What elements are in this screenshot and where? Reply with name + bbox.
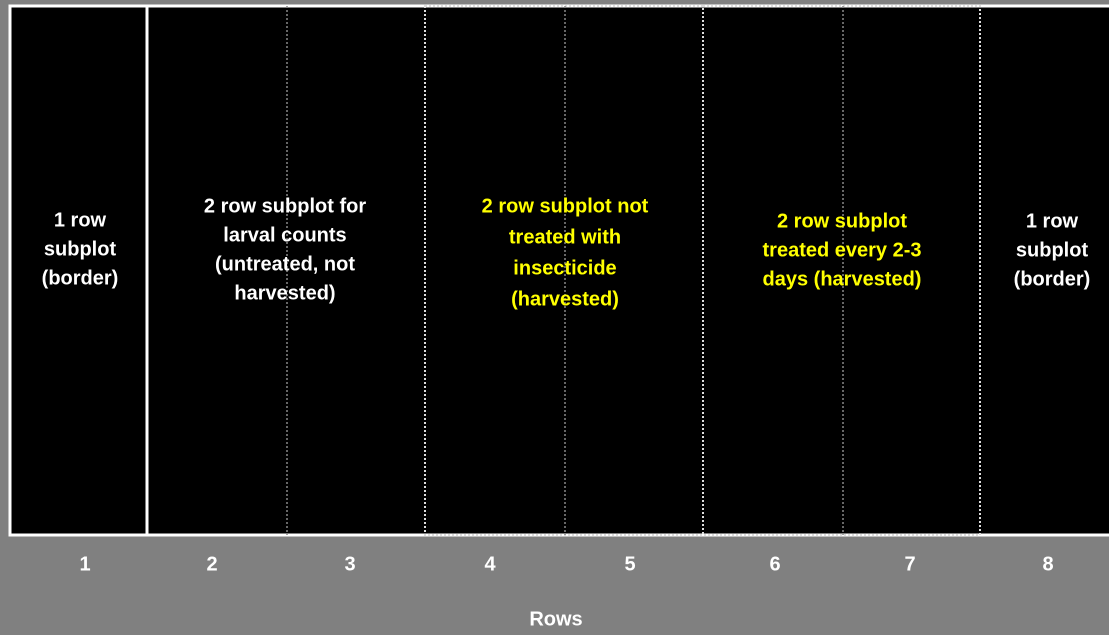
subplot-label: treated every 2-3	[763, 239, 922, 261]
subplot-label: (border)	[1014, 268, 1091, 290]
subplot-label: (harvested)	[511, 288, 619, 310]
subplot-label: subplot	[44, 238, 117, 260]
field	[8, 4, 1109, 537]
row-number: 3	[344, 553, 355, 575]
subplot-label: treated with	[509, 226, 621, 248]
row-number: 1	[79, 553, 90, 575]
axis-label: Rows	[529, 608, 582, 630]
subplot-label: days (harvested)	[763, 268, 922, 290]
subplot-label: 2 row subplot	[777, 210, 907, 232]
subplot-label: harvested)	[234, 282, 335, 304]
subplot-label: subplot	[1016, 239, 1089, 261]
row-number: 2	[206, 553, 217, 575]
subplot-label: (border)	[42, 267, 119, 289]
subplot-label: 1 row	[1026, 210, 1079, 232]
subplot-label: 2 row subplot for	[204, 195, 366, 217]
subplot-label: insecticide	[513, 257, 616, 279]
subplot-label: larval counts	[223, 224, 346, 246]
subplot-label: 2 row subplot not	[482, 195, 649, 217]
subplot-outline	[424, 5, 704, 536]
row-number: 7	[904, 553, 915, 575]
subplot-label: 1 row	[54, 209, 107, 231]
row-number: 4	[484, 553, 496, 575]
subplot-label: (untreated, not	[215, 253, 355, 275]
row-number: 8	[1042, 553, 1053, 575]
row-number: 5	[624, 553, 635, 575]
row-number: 6	[769, 553, 780, 575]
subplot-outline	[702, 5, 981, 536]
